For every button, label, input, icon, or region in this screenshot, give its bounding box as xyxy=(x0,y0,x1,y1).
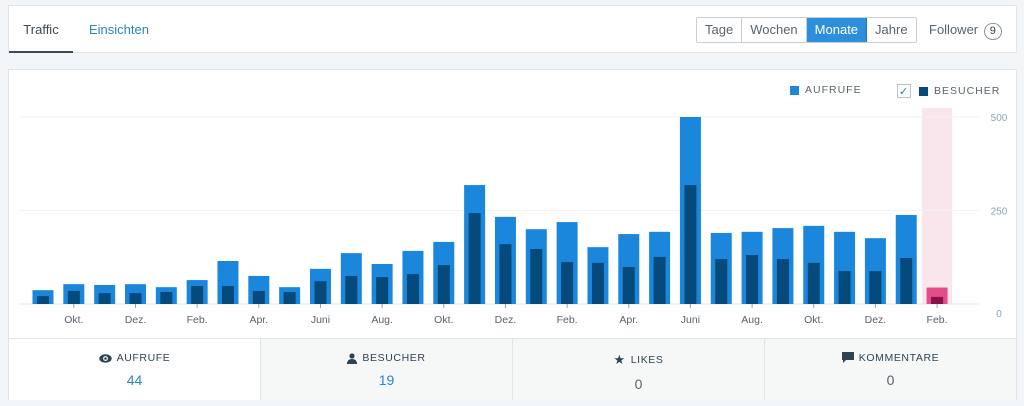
bar-visitors xyxy=(499,244,512,304)
summary-comments-value: 0 xyxy=(886,372,895,388)
person-icon xyxy=(347,352,358,364)
summary-visitors-label: BESUCHER xyxy=(362,352,426,364)
bar-visitors xyxy=(160,292,173,304)
x-tick-label: Apr. xyxy=(249,314,268,326)
y-tick-label: 0 xyxy=(996,309,1002,320)
period-selector: Tage Wochen Monate Jahre xyxy=(696,17,917,43)
bar-visitors xyxy=(653,256,666,304)
bar-visitors xyxy=(931,296,944,304)
x-tick-label: Aug. xyxy=(741,314,763,326)
period-days-button[interactable]: Tage xyxy=(697,18,743,42)
bar-visitors xyxy=(191,286,204,304)
bar-visitors xyxy=(283,292,296,304)
bar-visitors xyxy=(561,262,574,304)
x-tick-label: Feb. xyxy=(927,314,948,326)
bar-visitors xyxy=(406,274,419,304)
visitors-checkbox[interactable]: ✓ xyxy=(897,84,911,98)
bar-visitors xyxy=(776,259,789,304)
bar-visitors xyxy=(591,262,604,304)
x-tick-label: Juni xyxy=(311,314,330,326)
legend-views-swatch xyxy=(790,85,799,95)
y-tick-label: 500 xyxy=(991,113,1008,124)
comment-icon xyxy=(841,352,854,363)
bar-chart: 0 250 500 Okt. Dez. Feb. Apr. Juni Aug. Okt. Dez. F… xyxy=(19,108,1008,326)
eye-icon xyxy=(98,353,112,363)
x-tick-label: Okt. xyxy=(434,314,453,326)
bar-visitors xyxy=(900,257,913,304)
summary-comments-label: KOMMENTARE xyxy=(858,352,940,364)
follower-count-badge: 9 xyxy=(983,23,1002,40)
chart-card: 0 250 500 Okt. Dez. Feb. Apr. Juni Aug. Okt. Dez. F… xyxy=(8,69,1017,400)
y-tick-label: 250 xyxy=(991,207,1008,218)
period-months-button[interactable]: Monate xyxy=(806,18,868,42)
bar-visitors xyxy=(129,293,142,304)
summary-visitors[interactable]: BESUCHER 19 xyxy=(260,339,512,400)
summary-likes-value: 0 xyxy=(634,376,643,392)
bar-visitors xyxy=(622,266,635,304)
summary-tabs: AUFRUFE 44 BESUCHER 19 ★ LIKES 0 KOMMENTA… xyxy=(9,338,1016,400)
period-weeks-button[interactable]: Wochen xyxy=(742,18,807,42)
tab-insights[interactable]: Einsichten xyxy=(89,22,149,37)
stats-nav-card: Traffic Einsichten Tage Wochen Monate Ja… xyxy=(8,5,1017,53)
x-tick-label: Feb. xyxy=(557,314,578,326)
bar-visitors xyxy=(468,213,481,304)
x-tick-label: Okt. xyxy=(804,314,823,326)
summary-views-value: 44 xyxy=(126,372,143,388)
tab-traffic[interactable]: Traffic xyxy=(9,6,73,53)
x-tick-label: Feb. xyxy=(187,314,208,326)
bar-visitors xyxy=(684,185,697,304)
bar-visitors xyxy=(221,286,234,304)
star-icon: ★ xyxy=(613,352,626,367)
follower-link[interactable]: Follower 9 xyxy=(929,22,1002,40)
x-tick-label: Apr. xyxy=(619,314,638,326)
x-tick-label: Juni xyxy=(681,314,700,326)
summary-comments[interactable]: KOMMENTARE 0 xyxy=(764,339,1016,400)
legend-views-label: AUFRUFE xyxy=(805,84,862,96)
bar-visitors xyxy=(98,293,111,304)
bar-visitors xyxy=(376,277,389,304)
legend-visitors-label: BESUCHER xyxy=(934,85,1001,97)
bar-visitors xyxy=(838,271,851,304)
x-tick-label: Dez. xyxy=(865,314,887,326)
bar-visitors xyxy=(869,271,882,304)
bar-visitors xyxy=(530,249,543,304)
x-tick-label: Aug. xyxy=(371,314,393,326)
bar-visitors xyxy=(314,281,327,304)
summary-views-label: AUFRUFE xyxy=(116,352,171,364)
highlight-column xyxy=(922,108,953,304)
bar-visitors xyxy=(807,262,820,304)
bar-visitors xyxy=(715,259,728,304)
summary-views[interactable]: AUFRUFE 44 xyxy=(9,339,260,400)
bar-visitors xyxy=(746,255,759,304)
x-tick-label: Dez. xyxy=(125,314,147,326)
legend-visitors-swatch xyxy=(919,86,928,96)
follower-label: Follower xyxy=(929,22,979,37)
summary-likes-label: LIKES xyxy=(630,354,664,366)
x-tick-label: Dez. xyxy=(495,314,517,326)
bar-visitors xyxy=(37,296,49,304)
summary-visitors-value: 19 xyxy=(378,372,395,388)
summary-likes[interactable]: ★ LIKES 0 xyxy=(512,339,764,400)
bar-visitors xyxy=(345,275,358,304)
bar-visitors xyxy=(252,290,265,304)
period-years-button[interactable]: Jahre xyxy=(867,18,916,42)
bar-visitors xyxy=(67,290,80,304)
legend-views: AUFRUFE xyxy=(790,84,862,96)
bar-visitors xyxy=(437,265,450,304)
legend-visitors: ✓ BESUCHER xyxy=(897,84,1000,98)
x-tick-label: Okt. xyxy=(64,314,83,326)
